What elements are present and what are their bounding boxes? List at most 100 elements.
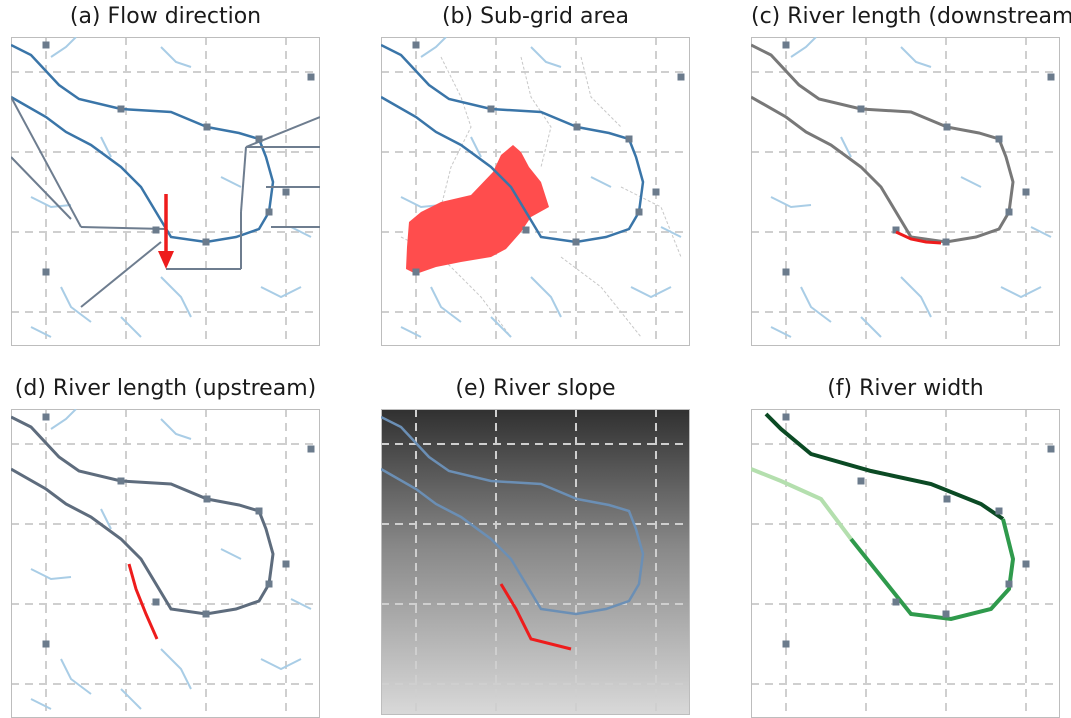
minor-river <box>220 176 242 188</box>
cell-outlet <box>265 580 273 588</box>
upstream-path <box>11 415 275 616</box>
minor-river <box>900 46 932 68</box>
river-width-mid <box>849 518 1016 622</box>
cell-outlet <box>572 238 580 246</box>
cell-outlet <box>782 413 790 421</box>
minor-river <box>530 46 562 68</box>
cell-outlet <box>857 105 865 113</box>
minor-river <box>30 326 52 338</box>
minor-river <box>60 286 92 323</box>
flow-direction-map <box>11 37 320 346</box>
minor-river <box>50 37 77 58</box>
cell-outlet <box>1005 208 1013 216</box>
cell-outlet <box>652 188 660 196</box>
panel-title: (e) River slope <box>455 376 616 401</box>
cell-outlet <box>857 477 865 485</box>
minor-river <box>800 286 832 323</box>
cell-outlet <box>203 123 211 131</box>
minor-river <box>470 136 482 158</box>
cell-outlet <box>782 268 790 276</box>
cell-outlet <box>307 445 315 453</box>
minor-river <box>590 176 612 188</box>
minor-river <box>1030 226 1052 238</box>
cell-outlet <box>782 640 790 648</box>
cell-outlet <box>202 610 210 618</box>
minor-rivers <box>400 37 682 338</box>
sub-grid-area-map <box>381 37 690 346</box>
minor-river <box>50 409 77 430</box>
cell-outlets <box>782 413 1055 648</box>
river-slope-map <box>381 409 690 715</box>
minor-rivers <box>30 37 312 338</box>
minor-river <box>220 548 242 560</box>
cell-outlet <box>487 105 495 113</box>
minor-river <box>290 598 312 610</box>
panel-title: (b) Sub-grid area <box>441 4 630 29</box>
minor-river <box>30 568 72 581</box>
minor-river <box>900 276 932 318</box>
minor-river <box>400 326 422 338</box>
grid-lines <box>381 37 690 346</box>
minor-river <box>160 276 192 318</box>
cell-outlet <box>573 123 581 131</box>
minor-river <box>30 196 72 209</box>
flow-direction-arrowhead <box>158 251 174 269</box>
panel-title: (f) River width <box>827 376 984 401</box>
minor-river <box>860 316 882 338</box>
minor-river <box>770 196 812 209</box>
minor-river <box>120 688 142 710</box>
minor-river <box>30 698 52 710</box>
minor-rivers <box>770 37 1052 338</box>
minor-river <box>60 658 92 695</box>
subcatchment-boundary <box>520 56 552 168</box>
minor-river <box>290 226 312 238</box>
minor-river <box>790 37 817 58</box>
cell-outlet <box>942 238 950 246</box>
cell-outlet <box>152 598 160 606</box>
cell-outlets <box>412 41 685 276</box>
cell-outlet <box>203 495 211 503</box>
map-frame <box>11 37 320 346</box>
river-width-dark <box>764 412 1005 521</box>
cell-outlet <box>1005 580 1013 588</box>
flow-vector <box>80 241 162 308</box>
minor-river <box>160 648 192 690</box>
cell-outlets <box>42 41 315 276</box>
minor-river <box>160 46 192 68</box>
cell-outlet <box>117 477 125 485</box>
cell-outlet <box>412 268 420 276</box>
cell-outlet <box>942 610 950 618</box>
cell-outlet <box>42 268 50 276</box>
river-width-light <box>751 467 853 541</box>
cell-outlet <box>1047 445 1055 453</box>
downstream-highlight <box>895 230 942 245</box>
minor-river <box>100 508 112 530</box>
cell-outlet <box>1047 73 1055 81</box>
minor-river <box>660 226 682 238</box>
minor-river <box>840 136 852 158</box>
subcatchment-boundary <box>620 186 682 258</box>
cell-outlet <box>995 507 1003 515</box>
flow-vector <box>240 146 247 213</box>
minor-river <box>770 326 792 338</box>
minor-river <box>420 37 447 58</box>
flow-vector <box>80 226 167 230</box>
river-length-upstream-map <box>11 409 320 718</box>
minor-rivers <box>30 409 312 710</box>
flow-vector <box>11 96 82 228</box>
minor-river <box>100 136 112 158</box>
cell-outlet <box>625 135 633 143</box>
cell-outlet <box>255 135 263 143</box>
cell-outlet <box>307 73 315 81</box>
river-length-downstream-map <box>751 37 1060 346</box>
cell-outlet <box>522 226 530 234</box>
cell-outlet <box>1022 188 1030 196</box>
cell-outlet <box>892 226 900 234</box>
cell-outlet <box>42 640 50 648</box>
minor-river <box>1000 286 1042 299</box>
main-river <box>381 415 645 616</box>
minor-river <box>260 286 302 299</box>
cell-outlet <box>635 208 643 216</box>
cell-outlets <box>782 41 1055 276</box>
minor-river <box>490 316 512 338</box>
